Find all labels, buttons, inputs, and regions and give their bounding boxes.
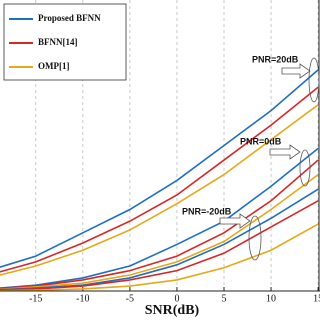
x-tick-label: -15	[29, 293, 42, 304]
x-tick-label: -5	[126, 293, 134, 304]
x-tick-label: 10	[266, 293, 276, 304]
x-tick-label: 5	[222, 293, 227, 304]
x-tick-label: 15	[313, 293, 320, 304]
x-axis-label: SNR(dB)	[145, 303, 200, 318]
series-line	[0, 223, 319, 291]
series-line	[0, 200, 319, 291]
series-line	[0, 86, 319, 273]
series-line	[0, 159, 319, 290]
annotation-shapes	[219, 57, 320, 261]
x-tick-label: 0	[174, 293, 179, 304]
legend-label: Proposed BFNN	[38, 13, 101, 23]
series-line	[0, 104, 319, 276]
series-line	[0, 173, 319, 291]
legend-label: OMP[1]	[38, 61, 70, 71]
series-line	[0, 69, 319, 268]
series-line	[0, 147, 319, 289]
legend-label: BFNN[14]	[38, 37, 78, 47]
x-tick-label: -10	[76, 293, 89, 304]
annotation: PNR=20dB	[252, 54, 299, 64]
annotation: PNR=0dB	[240, 136, 282, 146]
annotation: PNR=-20dB	[182, 206, 232, 216]
series-line	[0, 188, 319, 291]
